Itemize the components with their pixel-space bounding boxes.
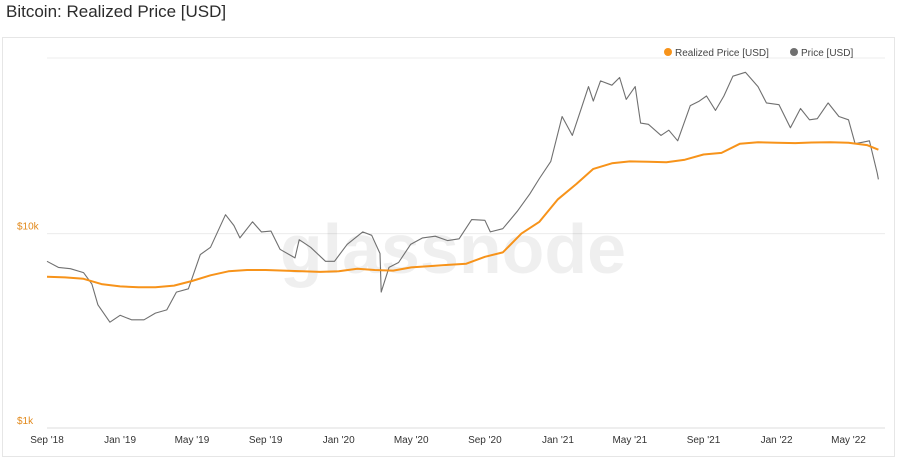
x-tick-label: Jan '20 bbox=[323, 435, 355, 446]
legend-marker bbox=[790, 48, 798, 56]
x-tick-label: Sep '18 bbox=[30, 435, 64, 446]
legend-item-price[interactable]: Price [USD] bbox=[790, 48, 853, 59]
chart-title: Bitcoin: Realized Price [USD] bbox=[6, 2, 227, 21]
series-layer bbox=[46, 71, 879, 323]
chart-card: glassnode $1k $10k Sep '18 Jan '19 May '19 Se… bbox=[2, 37, 895, 457]
legend-item-realized-price[interactable]: Realized Price [USD] bbox=[664, 48, 769, 59]
watermark-layer: glassnode bbox=[280, 210, 626, 288]
legend-label: Realized Price [USD] bbox=[675, 48, 769, 59]
x-tick-label: Sep '20 bbox=[468, 435, 502, 446]
x-tick-label: May '19 bbox=[175, 435, 210, 446]
axis-layer: $1k $10k Sep '18 Jan '19 May '19 Sep '19 Jan '… bbox=[17, 222, 866, 446]
chart-legend: Realized Price [USD] Price [USD] bbox=[664, 48, 853, 59]
y-tick-label: $10k bbox=[17, 222, 40, 233]
realized-price-line bbox=[46, 141, 879, 289]
x-tick-label: Sep '19 bbox=[249, 435, 283, 446]
x-tick-label: May '20 bbox=[394, 435, 429, 446]
x-tick-label: Jan '22 bbox=[761, 435, 793, 446]
legend-label: Price [USD] bbox=[801, 48, 853, 59]
watermark: glassnode bbox=[280, 210, 626, 288]
x-tick-label: Jan '21 bbox=[542, 435, 574, 446]
x-tick-label: Sep '21 bbox=[687, 435, 721, 446]
price-line bbox=[46, 71, 879, 323]
x-tick-label: Jan '19 bbox=[104, 435, 136, 446]
x-tick-label: May '22 bbox=[831, 435, 866, 446]
chart-plot[interactable]: glassnode $1k $10k Sep '18 Jan '19 May '19 Se… bbox=[3, 38, 896, 458]
grid-layer bbox=[47, 57, 885, 429]
legend-marker bbox=[664, 48, 672, 56]
y-tick-label: $1k bbox=[17, 416, 34, 427]
x-tick-label: May '21 bbox=[612, 435, 647, 446]
